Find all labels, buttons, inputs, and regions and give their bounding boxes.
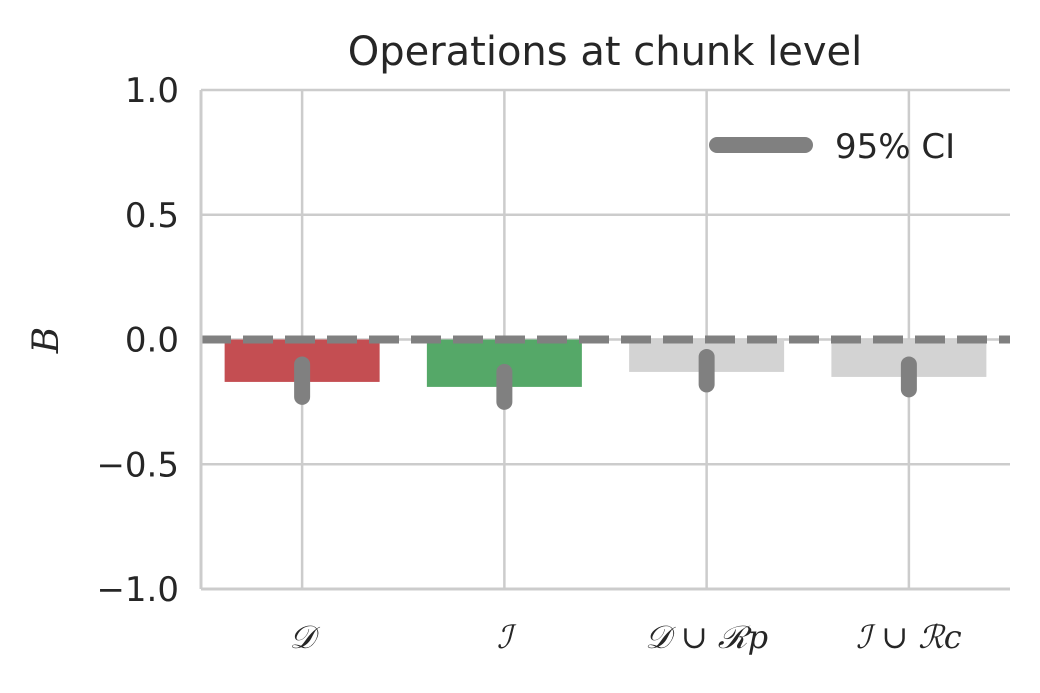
x-tick-label-2: 𝒟 ∪ ℛp (645, 618, 768, 656)
bars (224, 339, 987, 387)
legend-label: 95% CI (835, 127, 955, 167)
y-axis-label: B (26, 327, 67, 354)
chart-title: Operations at chunk level (348, 29, 863, 75)
confidence-intervals (294, 348, 917, 410)
x-tick-label-3: ℐ ∪ ℛc (856, 618, 962, 656)
x-tick-label-0: 𝒟 (289, 618, 320, 656)
y-tick-label-3: −0.5 (96, 445, 179, 485)
y-tick-labels: 1.0 0.5 0.0 −0.5 −1.0 (96, 71, 179, 610)
y-tick-label-2: 0.0 (125, 321, 179, 361)
y-tick-label-1: 0.5 (125, 196, 179, 236)
x-tick-labels: 𝒟 ℐ 𝒟 ∪ ℛp ℐ ∪ ℛc (289, 618, 961, 656)
axes (199, 90, 1010, 591)
y-tick-label-4: −1.0 (96, 570, 179, 610)
x-tick-label-1: ℐ (497, 618, 517, 656)
y-tick-label-0: 1.0 (125, 71, 179, 111)
legend: 95% CI (709, 127, 955, 167)
